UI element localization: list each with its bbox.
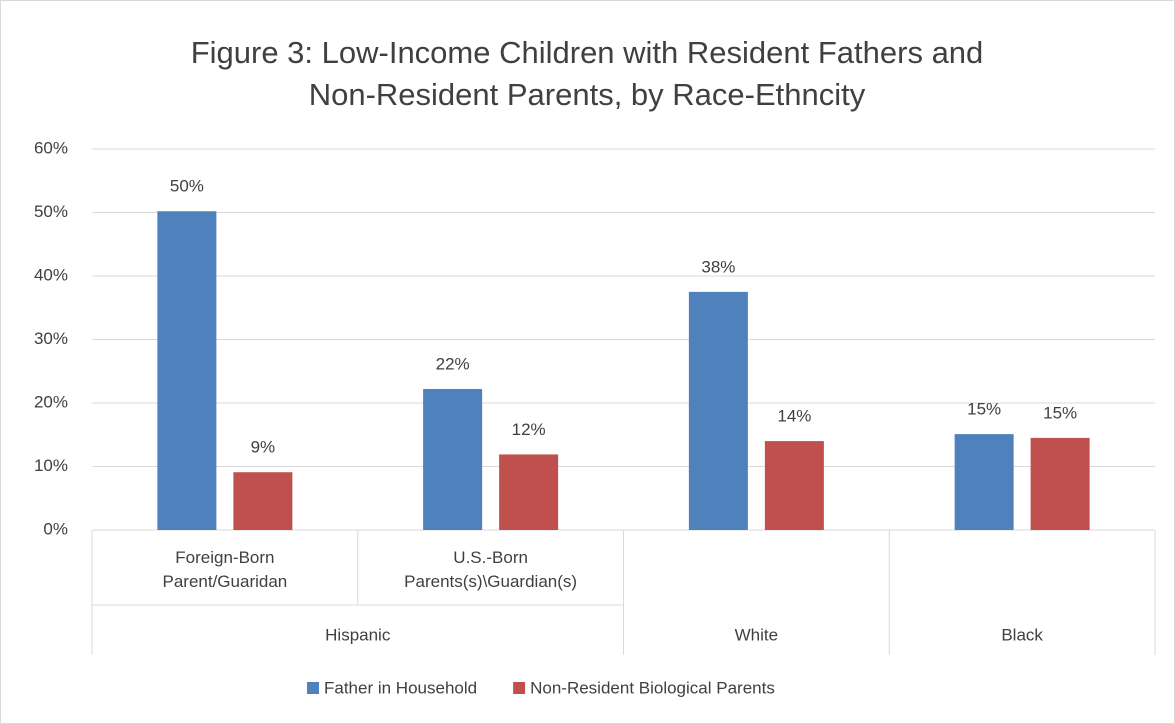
group-label: White	[735, 625, 778, 644]
data-label: 12%	[512, 420, 546, 439]
y-tick-label: 50%	[34, 202, 68, 221]
y-tick-label: 40%	[34, 265, 68, 284]
group-label: Hispanic	[325, 625, 391, 644]
legend-swatch	[513, 682, 526, 694]
bar	[233, 472, 293, 530]
data-label: 50%	[170, 177, 204, 196]
y-tick-label: 20%	[34, 392, 68, 411]
bar	[954, 434, 1014, 530]
y-tick-label: 60%	[34, 138, 68, 157]
group-label: Black	[1001, 625, 1043, 644]
legend-label: Non-Resident Biological Parents	[530, 678, 775, 697]
bar	[764, 441, 824, 530]
data-label: 9%	[251, 438, 276, 457]
bar	[1030, 437, 1090, 530]
data-label: 15%	[967, 400, 1001, 419]
y-tick-label: 30%	[34, 329, 68, 348]
x-tick-label: Foreign-Born Parent/Guaridan	[162, 548, 288, 591]
bar	[688, 291, 748, 530]
x-tick-label: U.S.-Born Parents(s)\Guardian(s)	[404, 548, 578, 591]
data-label: 38%	[701, 257, 735, 276]
bar	[157, 211, 217, 531]
data-label: 14%	[777, 407, 811, 426]
data-label: 22%	[436, 355, 470, 374]
data-label: 15%	[1043, 403, 1077, 422]
bar	[423, 389, 483, 530]
legend-label: Father in Household	[324, 678, 477, 697]
y-tick-label: 10%	[34, 456, 68, 475]
legend-swatch	[307, 682, 319, 694]
bar	[499, 454, 559, 530]
chart-title: Figure 3: Low-Income Children with Resid…	[190, 35, 984, 112]
y-tick-label: 0%	[43, 519, 68, 538]
